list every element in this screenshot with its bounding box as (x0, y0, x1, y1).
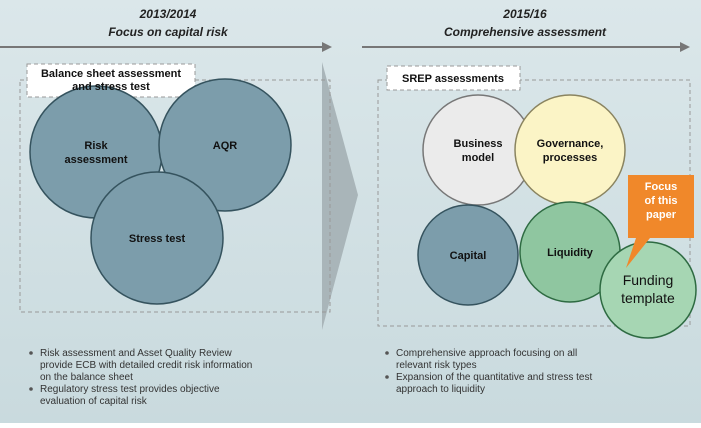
box-title: Balance sheet assessment (41, 68, 181, 80)
bullet-text: Expansion of the quantitative and stress… (396, 372, 592, 383)
period: 2013/2014 (139, 7, 197, 21)
circle-label: processes (543, 152, 597, 164)
bullet-text: on the balance sheet (40, 372, 133, 383)
circle-label: Governance, (537, 138, 604, 150)
callout (626, 175, 694, 268)
bullet-text: Regulatory stress test provides objectiv… (40, 384, 220, 395)
bullet-dot (29, 351, 33, 355)
circle (158, 78, 292, 212)
heading: Comprehensive assessment (444, 25, 607, 39)
circle-label: AQR (213, 140, 238, 152)
circle (599, 241, 697, 339)
circle-label: Stress test (129, 233, 186, 245)
period: 2015/16 (502, 7, 547, 21)
circle-label: model (462, 152, 494, 164)
circle (90, 171, 224, 305)
box-title: SREP assessments (402, 73, 504, 85)
box-title-bg (386, 65, 521, 91)
heading: Focus on capital risk (108, 25, 229, 39)
callout-label: of this (645, 195, 678, 207)
circle-label: Funding (623, 272, 674, 288)
chevron (322, 62, 358, 330)
box-title: and stress test (72, 81, 150, 93)
circle (417, 204, 519, 306)
bullet-dot (385, 375, 389, 379)
circle-label: assessment (65, 154, 128, 166)
bullet-text: Risk assessment and Asset Quality Review (40, 348, 233, 359)
circle-label: Risk (84, 140, 108, 152)
callout-label: Focus (645, 181, 677, 193)
bullet-text: approach to liquidity (396, 384, 485, 395)
circle-label: Liquidity (547, 247, 594, 259)
arrow-head (680, 42, 690, 52)
circle-label: Business (454, 138, 503, 150)
callout-label: paper (646, 209, 677, 221)
bullet-text: evaluation of capital risk (40, 396, 148, 407)
bullet-dot (29, 387, 33, 391)
arrow-head (322, 42, 332, 52)
bullet-text: provide ECB with detailed credit risk in… (40, 360, 252, 371)
circle-label: template (621, 290, 675, 306)
bullet-dot (385, 351, 389, 355)
circle-label: Capital (450, 250, 487, 262)
bullet-text: relevant risk types (396, 360, 477, 371)
bullet-text: Comprehensive approach focusing on all (396, 348, 577, 359)
circle (514, 94, 626, 206)
